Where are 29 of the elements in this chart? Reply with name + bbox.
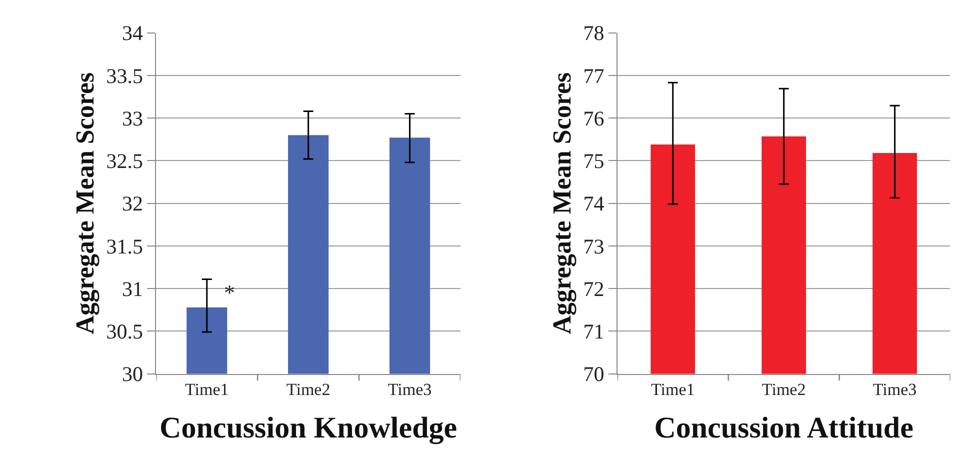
y-tick-label: 71 — [583, 320, 604, 344]
y-tick-label: 31 — [122, 276, 143, 301]
y-tick-label: 78 — [583, 21, 604, 46]
x-tick-label: Time1 — [184, 380, 229, 400]
y-tick-label: 30 — [122, 362, 143, 386]
y-tick-label: 76 — [583, 106, 604, 130]
x-tick-label: Time3 — [872, 380, 917, 400]
x-tick-label: Time2 — [286, 380, 330, 400]
y-tick-label: 72 — [583, 276, 604, 301]
y-tick-label: 31.5 — [106, 234, 143, 258]
y-tick-label: 77 — [583, 64, 604, 88]
y-axis-title: Aggregate Mean Scores — [548, 72, 577, 334]
x-axis-title: Concussion Attitude — [654, 412, 914, 445]
x-tick-label: Time2 — [762, 380, 806, 400]
y-tick-label: 33 — [122, 106, 143, 130]
y-tick-label: 75 — [583, 149, 604, 174]
y-tick-label: 33.5 — [106, 64, 143, 88]
y-tick-label: 70 — [583, 362, 604, 386]
x-tick-label: Time3 — [388, 380, 432, 400]
x-axis-title: Concussion Knowledge — [160, 412, 458, 445]
annotation: * — [224, 280, 235, 305]
y-tick-label: 74 — [583, 192, 605, 216]
x-tick-label: Time1 — [650, 380, 695, 400]
y-axis-title: Aggregate Mean Scores — [70, 72, 100, 334]
y-tick-label: 30.5 — [106, 320, 143, 344]
y-tick-label: 73 — [583, 234, 604, 258]
y-tick-label: 34 — [122, 21, 144, 46]
y-tick-label: 32.5 — [106, 149, 143, 174]
y-tick-label: 32 — [122, 192, 143, 216]
